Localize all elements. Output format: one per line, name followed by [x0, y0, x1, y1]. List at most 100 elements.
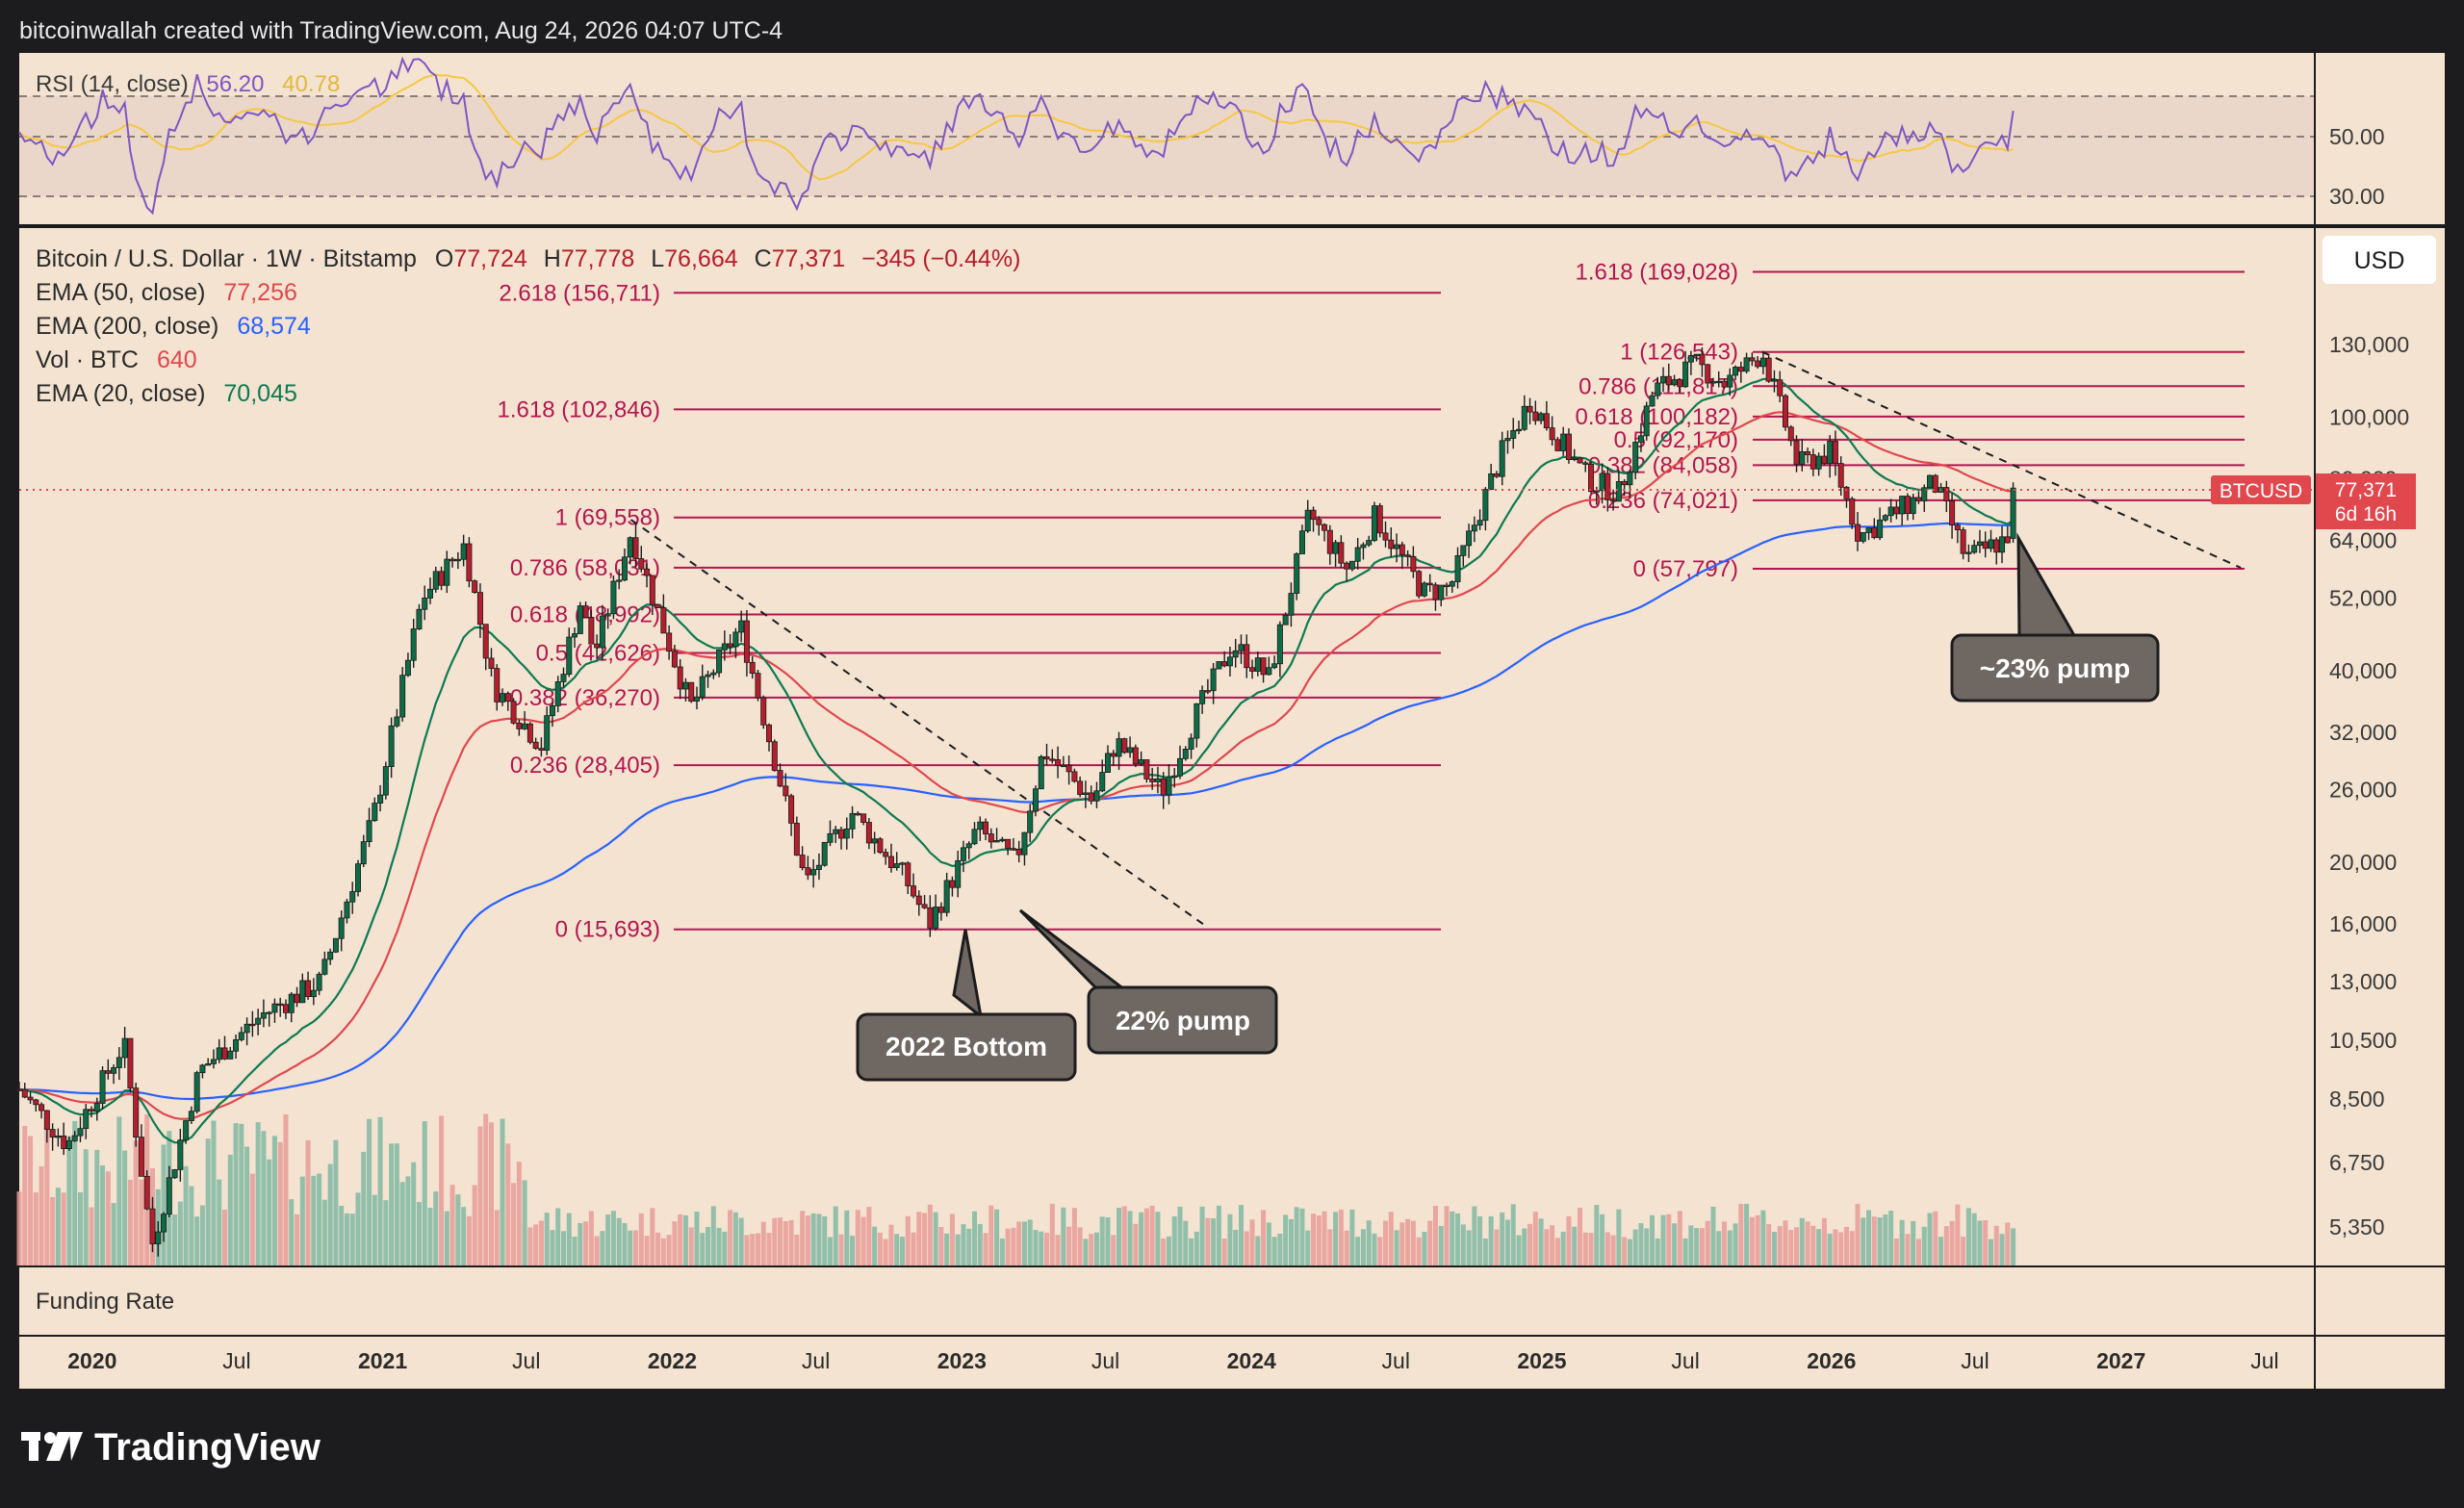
volume-bar — [44, 1116, 50, 1265]
candle — [1354, 538, 1361, 570]
price-tick-label: 10,500 — [2329, 1028, 2397, 1053]
candle-body — [1221, 661, 1228, 667]
candle — [177, 1128, 184, 1182]
volume-bar — [905, 1215, 911, 1265]
volume-bar — [1205, 1217, 1211, 1265]
candle — [49, 1123, 56, 1151]
volume-bar — [399, 1182, 405, 1265]
volume-bar — [888, 1224, 894, 1265]
candle-body — [43, 1110, 50, 1130]
candle — [121, 1027, 128, 1068]
volume-bar — [1716, 1231, 1722, 1265]
candle — [1971, 539, 1978, 554]
candle-body — [911, 885, 917, 897]
candle — [1093, 781, 1100, 808]
volume-bar — [550, 1230, 555, 1265]
price-tick-label: 26,000 — [2329, 778, 2397, 803]
candle — [1488, 463, 1495, 491]
volume-bar — [783, 1221, 788, 1265]
candle — [1276, 621, 1283, 677]
candle-body — [1238, 644, 1245, 652]
candle — [1099, 759, 1106, 793]
candle-body — [582, 605, 589, 618]
volume-bar — [1011, 1227, 1016, 1265]
candle-body — [793, 822, 800, 856]
candle — [532, 737, 539, 751]
candle — [549, 702, 555, 728]
candle — [660, 594, 667, 634]
candle — [382, 761, 389, 800]
candle-body — [494, 668, 500, 703]
volume-bar — [633, 1230, 639, 1265]
candle — [1271, 655, 1278, 670]
candle — [472, 579, 478, 594]
candle-body — [743, 620, 750, 663]
candle-body — [871, 838, 878, 844]
candle-body — [827, 832, 834, 843]
candle-body — [438, 571, 445, 586]
candle-body — [1671, 379, 1678, 386]
ema20-label: EMA (20, close) — [36, 380, 205, 407]
time-tick-label: 2025 — [1517, 1348, 1566, 1373]
candle — [805, 856, 811, 881]
candle-body — [482, 624, 489, 659]
candle — [1294, 552, 1300, 601]
volume-bar — [189, 1186, 194, 1265]
candle-body — [965, 843, 972, 849]
volume-bar — [688, 1227, 694, 1265]
candle — [404, 652, 411, 677]
candle — [693, 686, 700, 710]
candle-body — [1582, 462, 1589, 465]
candle-body — [1732, 367, 1739, 376]
candle — [127, 1037, 134, 1093]
volume-bar — [1283, 1214, 1289, 1265]
candle-body — [1527, 405, 1533, 413]
candle — [522, 710, 528, 730]
candle-body — [1799, 450, 1806, 465]
volume-bar — [778, 1217, 783, 1265]
time-tick-label: Jul — [512, 1348, 540, 1373]
rsi-level-50: 50.00 — [2329, 124, 2385, 149]
volume-bar — [1965, 1208, 1971, 1265]
candle-body — [927, 907, 934, 929]
candle — [1649, 391, 1656, 407]
candle-body — [1266, 667, 1272, 676]
candle — [1027, 804, 1034, 843]
volume-bar — [1777, 1226, 1783, 1265]
candle — [911, 873, 917, 899]
candle — [205, 1058, 212, 1066]
candle — [1627, 469, 1633, 498]
volume-bar — [1333, 1212, 1339, 1265]
candle-body — [1516, 428, 1523, 432]
currency-button[interactable]: USD — [2323, 236, 2436, 284]
candle — [582, 601, 589, 618]
candle — [838, 827, 845, 850]
candle-body — [1099, 772, 1106, 792]
price-tick-label: 52,000 — [2329, 585, 2397, 610]
volume-bar — [361, 1151, 367, 1265]
rsi-level-30: 30.00 — [2329, 184, 2385, 209]
candle-body — [332, 937, 339, 953]
candle — [1849, 497, 1856, 529]
candle — [1516, 421, 1523, 435]
candle-body — [1915, 497, 1922, 501]
candle — [111, 1064, 117, 1085]
candle — [1538, 411, 1545, 424]
volume-bar — [916, 1212, 922, 1265]
candle — [93, 1097, 100, 1121]
volume-bar — [1510, 1204, 1516, 1265]
candle — [1705, 364, 1711, 389]
funding-label: Funding Rate — [36, 1289, 174, 1315]
candle — [1032, 785, 1039, 817]
rsi-label: RSI (14, close) 56.20 40.78 — [36, 71, 340, 97]
candle — [933, 894, 939, 932]
volume-bar — [955, 1234, 961, 1265]
candle — [149, 1196, 156, 1253]
candle — [927, 895, 934, 937]
volume-bar — [1444, 1206, 1450, 1265]
candle-body — [1737, 367, 1744, 372]
candle-body — [1371, 505, 1377, 541]
volume-bar — [61, 1192, 66, 1265]
candle-body — [1855, 524, 1861, 542]
candle-body — [71, 1135, 78, 1141]
